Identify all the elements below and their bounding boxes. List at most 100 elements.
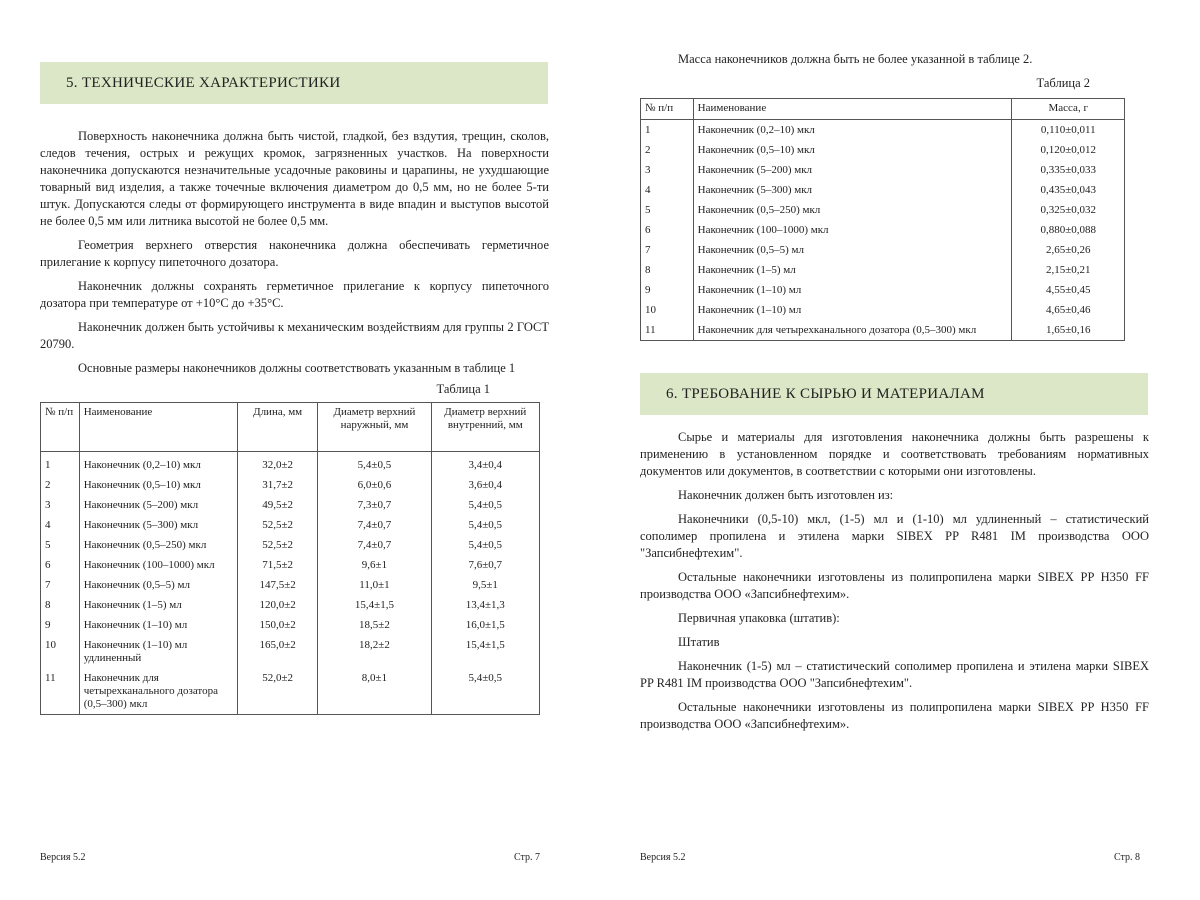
paragraph: Остальные наконечники изготовлены из пол… <box>640 700 1149 731</box>
table-cell: 5,4±0,5 <box>430 495 541 515</box>
table-cell: 0,120±0,012 <box>1011 140 1125 160</box>
table-cell: Наконечник (100–1000) мкл <box>692 220 1013 240</box>
table-header-cell: Диаметр верхний наружный, мм <box>317 402 432 452</box>
table-cell: 11 <box>640 320 694 341</box>
table-row: 11 Наконечник для четырехканального дозат… <box>40 668 541 715</box>
table-row: 4 Наконечник (5–300) мкл 0,435±0,043 <box>640 180 1125 200</box>
table-cell: 10 <box>40 635 80 668</box>
table: № п/п Наименование Длина, мм Диаметр верхни… <box>40 402 541 715</box>
table-cell: 9,5±1 <box>430 575 541 595</box>
table-cell: Наконечник (5–300) мкл <box>692 180 1013 200</box>
paragraph: Наконечник должен быть устойчивы к механ… <box>40 320 549 351</box>
table-cell: 9 <box>40 615 80 635</box>
table-cell: 7,6±0,7 <box>430 555 541 575</box>
table-cell: 6 <box>40 555 80 575</box>
text-block: Поверхность наконечника должна быть чист… <box>40 128 549 384</box>
table-cell: 4 <box>40 515 80 535</box>
table-cell: 5,4±0,5 <box>430 515 541 535</box>
table-row: 6 Наконечник (100–1000) мкл 0,880±0,088 <box>640 220 1125 240</box>
table-cell: Наконечник (100–1000) мкл <box>78 555 238 575</box>
table-cell: 7 <box>40 575 80 595</box>
table-row: 9 Наконечник (1–10) мл 150,0±2 18,5±2 16,0±1… <box>40 615 541 635</box>
table-cell: 5 <box>40 535 80 555</box>
table-cell: Наконечник (5–300) мкл <box>78 515 238 535</box>
table-cell: 4,65±0,46 <box>1011 300 1125 320</box>
table-row: 11 Наконечник для четырехканального дозат… <box>640 320 1125 341</box>
table-cell: 0,880±0,088 <box>1011 220 1125 240</box>
table-cell: Наконечник (0,5–10) мкл <box>692 140 1013 160</box>
table-cell: 150,0±2 <box>236 615 319 635</box>
table-header-cell: Длина, мм <box>236 402 319 452</box>
table-caption: Таблица 1 <box>436 382 490 396</box>
table-cell: 5,4±0,5 <box>430 668 541 715</box>
footer-version: Версия 5.2 <box>40 852 86 863</box>
table-cell: 2,15±0,21 <box>1011 260 1125 280</box>
table-cell: Наконечник (1–10) мл <box>692 300 1013 320</box>
table-cell: Наконечник для четырехканального дозатор… <box>692 320 1013 341</box>
section-heading: 6. ТРЕБОВАНИЕ К СЫРЬЮ И МАТЕРИАЛАМ <box>640 373 1148 415</box>
table-header-cell: № п/п <box>640 98 694 120</box>
table-row: 10 Наконечник (1–10) мл удлиненный 165,0±2… <box>40 635 541 668</box>
table-header-row: № п/п Наименование Масса, г <box>640 98 1125 120</box>
table-cell: Наконечник (0,5–5) мл <box>78 575 238 595</box>
table-cell: 9,6±1 <box>317 555 432 575</box>
table: № п/п Наименование Масса, г 1 Наконечник (0,… <box>640 98 1125 341</box>
table-header-cell: Наименование <box>692 98 1013 120</box>
table-header-cell: № п/п <box>40 402 80 452</box>
paragraph: Основные размеры наконечников должны соо… <box>78 361 516 375</box>
footer-page: Стр. 7 <box>513 852 540 863</box>
table-cell: 165,0±2 <box>236 635 319 668</box>
table-cell: Наконечник (0,2–10) мкл <box>78 451 238 475</box>
table-cell: 5 <box>640 200 694 220</box>
table-cell: 0,435±0,043 <box>1011 180 1125 200</box>
table-cell: Наконечник (1–10) мл <box>78 615 238 635</box>
table-cell: 1 <box>640 119 694 140</box>
table-row: 8 Наконечник (1–5) мл 120,0±2 15,4±1,5 13,4±… <box>40 595 541 615</box>
table-cell: 52,0±2 <box>236 668 319 715</box>
table-row: 7 Наконечник (0,5–5) мл 2,65±0,26 <box>640 240 1125 260</box>
table-cell: 7 <box>640 240 694 260</box>
table-row: 4 Наконечник (5–300) мкл 52,5±2 7,4±0,7 5,4±… <box>40 515 541 535</box>
table-cell: Наконечник (0,5–250) мкл <box>78 535 238 555</box>
table-cell: 11,0±1 <box>317 575 432 595</box>
paragraph: Масса наконечников должна быть не более … <box>678 52 1033 66</box>
table-caption: Таблица 2 <box>1036 76 1090 90</box>
table-cell: Наконечник (5–200) мкл <box>78 495 238 515</box>
table-cell: 15,4±1,5 <box>430 635 541 668</box>
table-cell: 3 <box>40 495 80 515</box>
table-cell: 0,325±0,032 <box>1011 200 1125 220</box>
table-cell: Наконечник (1–10) мл <box>692 280 1013 300</box>
table-header-cell: Диаметр верхний внутренний, мм <box>430 402 541 452</box>
table-cell: 3 <box>640 160 694 180</box>
table-cell: 31,7±2 <box>236 475 319 495</box>
paragraph: Наконечник должен быть изготовлен из: <box>678 488 894 502</box>
table-cell: 1 <box>40 451 80 475</box>
table-cell: 32,0±2 <box>236 451 319 475</box>
text-block: Сырье и материалы для изготовления након… <box>640 429 1149 740</box>
table-cell: 8 <box>640 260 694 280</box>
table-cell: 2 <box>40 475 80 495</box>
paragraph: Наконечники (0,5-10) мкл, (1-5) мл и (1-… <box>640 512 1149 560</box>
table-row: 9 Наконечник (1–10) мл 4,55±0,45 <box>640 280 1125 300</box>
table-row: 5 Наконечник (0,5–250) мкл 52,5±2 7,4±0,7 5,… <box>40 535 541 555</box>
table-cell: 6,0±0,6 <box>317 475 432 495</box>
table-cell: 9 <box>640 280 694 300</box>
table-cell: 4 <box>640 180 694 200</box>
paragraph: Геометрия верхнего отверстия наконечника… <box>40 238 549 269</box>
table-cell: Наконечник (1–5) мл <box>692 260 1013 280</box>
table-cell: 1,65±0,16 <box>1011 320 1125 341</box>
table-cell: 2,65±0,26 <box>1011 240 1125 260</box>
table-row: 5 Наконечник (0,5–250) мкл 0,325±0,032 <box>640 200 1125 220</box>
table-cell: 6 <box>640 220 694 240</box>
paragraph: Первичная упаковка (штатив): <box>678 611 840 625</box>
paragraph: Штатив <box>678 635 720 649</box>
table-cell: 11 <box>40 668 80 715</box>
paragraph: Поверхность наконечника должна быть чист… <box>40 129 549 228</box>
table-cell: 18,5±2 <box>317 615 432 635</box>
table-cell: Наконечник (0,5–250) мкл <box>692 200 1013 220</box>
footer-version: Версия 5.2 <box>640 852 686 863</box>
table-cell: Наконечник (1–5) мл <box>78 595 238 615</box>
table-cell: 8,0±1 <box>317 668 432 715</box>
paragraph: Сырье и материалы для изготовления након… <box>640 430 1149 478</box>
